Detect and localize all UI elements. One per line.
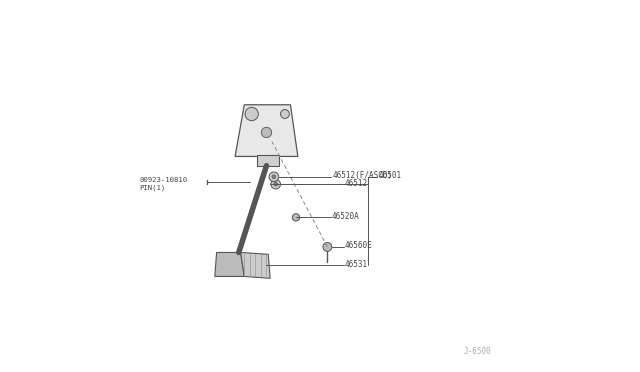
Circle shape xyxy=(245,108,259,121)
Polygon shape xyxy=(215,253,244,276)
Circle shape xyxy=(280,110,289,118)
Polygon shape xyxy=(257,155,280,166)
Circle shape xyxy=(261,127,271,138)
Circle shape xyxy=(323,243,332,251)
Circle shape xyxy=(269,172,278,182)
Text: 46512(F/ASCD): 46512(F/ASCD) xyxy=(332,171,392,180)
Text: 46520A: 46520A xyxy=(332,212,360,221)
Text: 46560E: 46560E xyxy=(345,241,373,250)
Text: PIN(1): PIN(1) xyxy=(139,185,165,191)
Text: 46531: 46531 xyxy=(345,260,368,269)
Text: 00923-10810: 00923-10810 xyxy=(139,177,188,183)
Polygon shape xyxy=(235,105,298,157)
Circle shape xyxy=(272,175,276,179)
Text: 46512: 46512 xyxy=(345,179,368,187)
Polygon shape xyxy=(241,253,270,278)
Text: 46501: 46501 xyxy=(378,171,401,180)
Circle shape xyxy=(271,179,280,189)
Text: J-6500: J-6500 xyxy=(464,347,492,356)
Circle shape xyxy=(292,214,300,221)
Circle shape xyxy=(274,182,278,186)
